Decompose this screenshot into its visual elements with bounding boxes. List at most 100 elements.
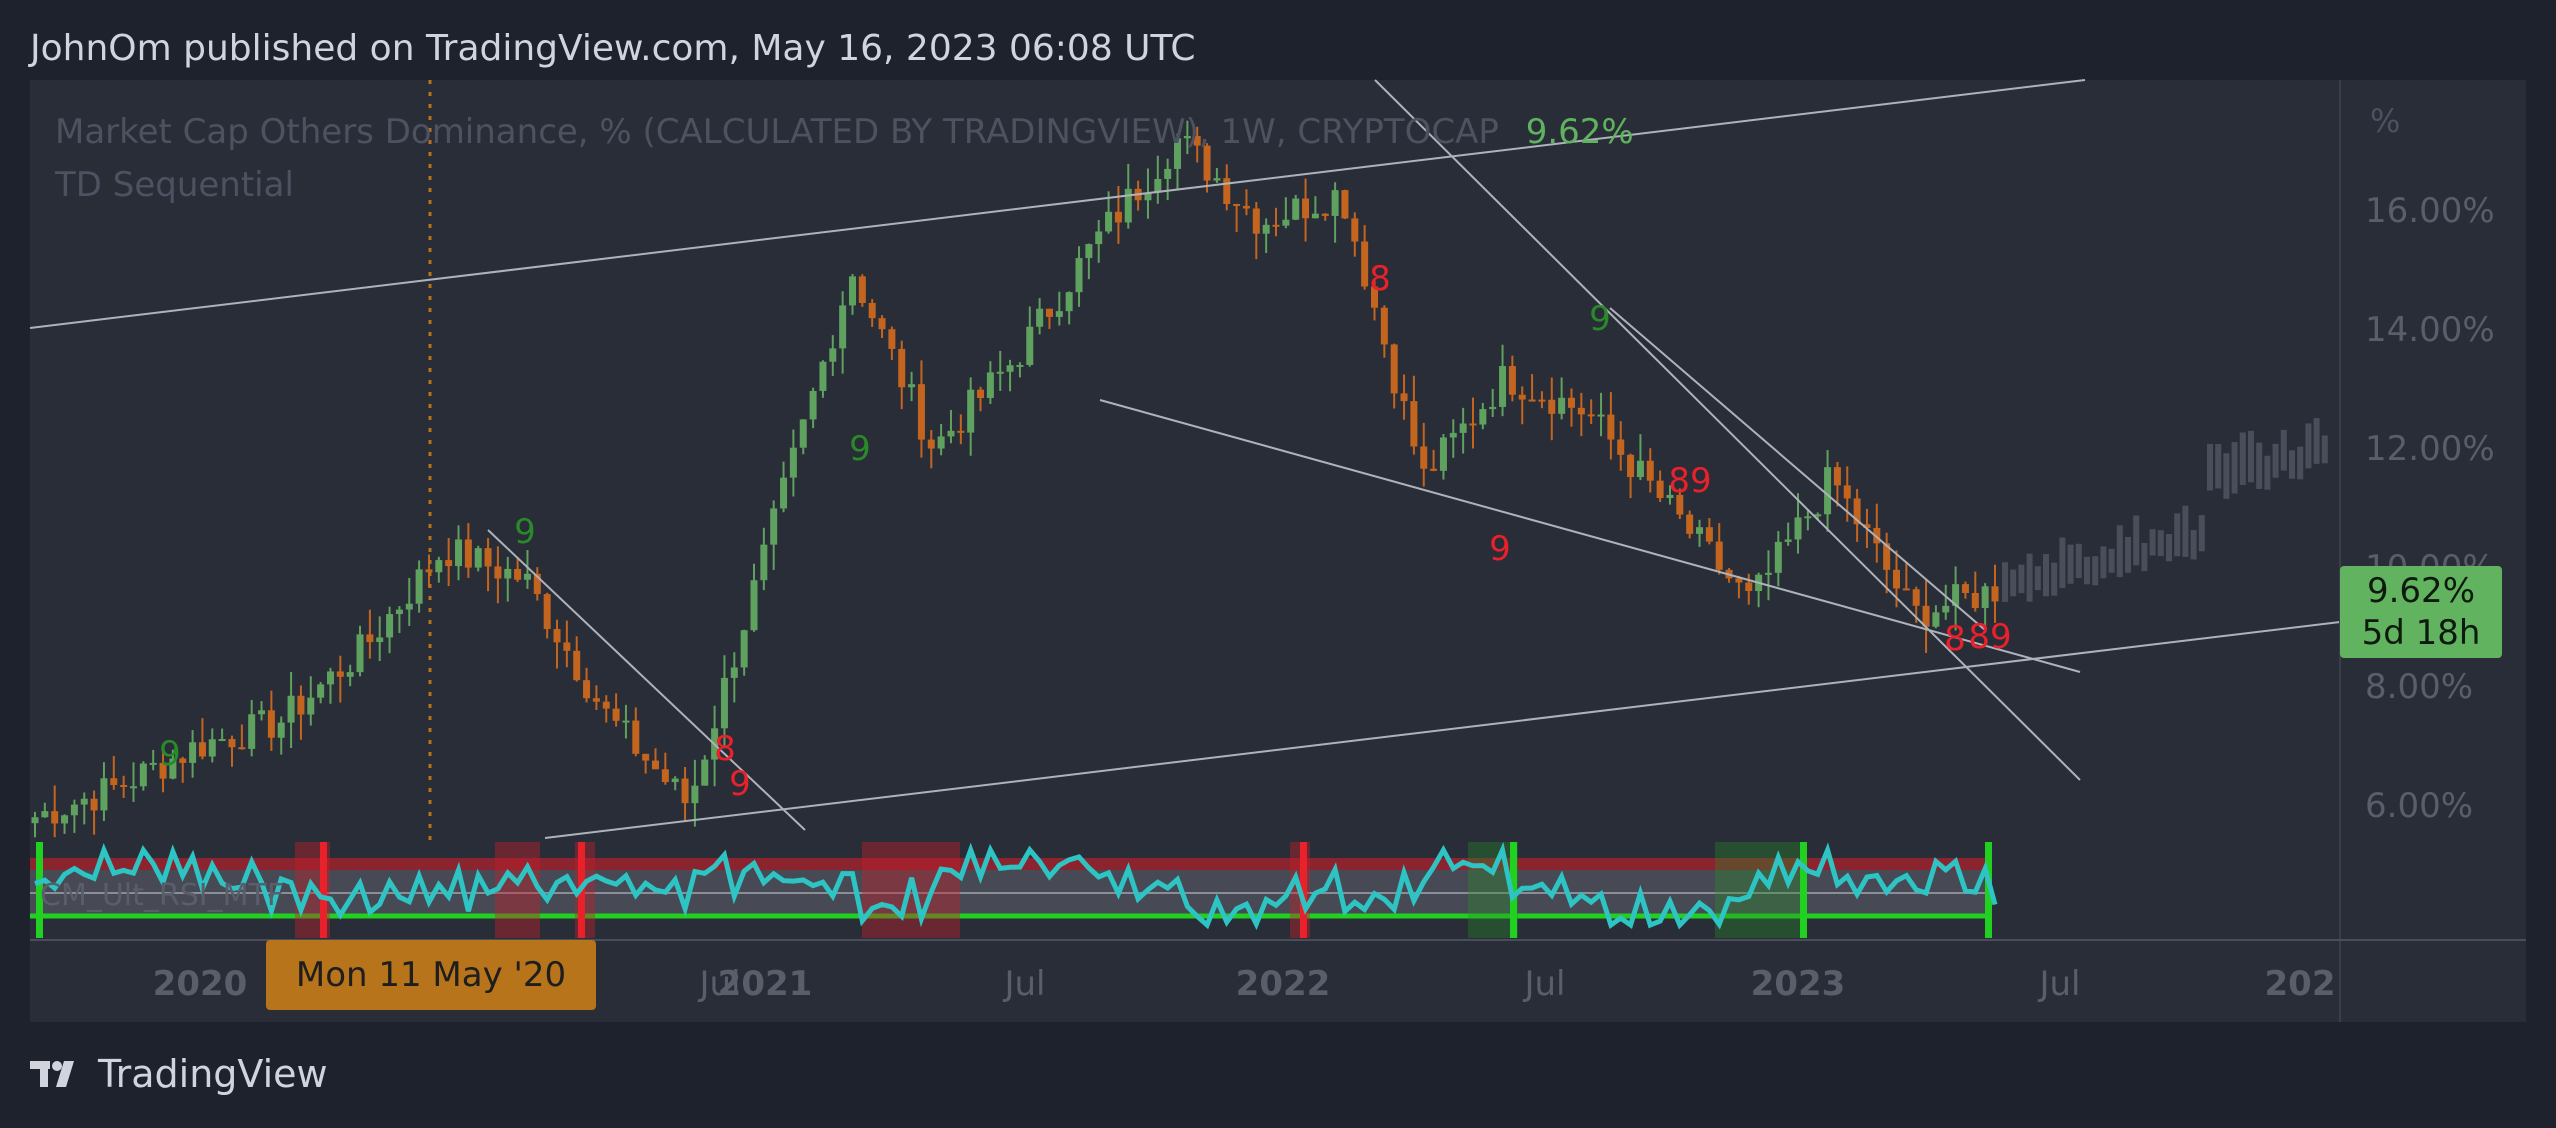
rsi-overbought-band bbox=[30, 858, 1992, 870]
candle-body bbox=[267, 710, 275, 738]
candle-body bbox=[1656, 480, 1664, 498]
candle-body bbox=[1213, 178, 1221, 181]
candle-body bbox=[1764, 572, 1772, 575]
y-tick-label: 14.00% bbox=[2365, 310, 2495, 350]
candle-body bbox=[307, 697, 315, 715]
price-tag-value: 9.62% bbox=[2366, 571, 2475, 611]
candle-body bbox=[1016, 364, 1024, 367]
candle-body bbox=[1242, 205, 1250, 209]
candle-body bbox=[149, 762, 157, 765]
candle-body bbox=[31, 817, 39, 824]
rsi-signal-bar bbox=[1300, 842, 1307, 938]
candle-body bbox=[1282, 219, 1290, 226]
candle-body bbox=[750, 580, 758, 631]
candle-body bbox=[740, 630, 748, 668]
candle-body bbox=[504, 568, 512, 579]
candle-body bbox=[1331, 190, 1339, 216]
candle-body bbox=[1114, 211, 1122, 223]
trendline bbox=[1609, 307, 1986, 631]
candle-body bbox=[366, 634, 374, 643]
projection-candle bbox=[2272, 443, 2279, 478]
candle-body bbox=[957, 430, 965, 433]
projection-candle bbox=[2297, 446, 2304, 480]
candle-body bbox=[622, 720, 630, 723]
candle-body bbox=[1893, 569, 1901, 589]
legend-title: Market Cap Others Dominance, % (CALCULAT… bbox=[55, 112, 1634, 152]
candle-body bbox=[1833, 467, 1841, 486]
rsi-oversold-zone bbox=[1715, 842, 1805, 938]
candle-body bbox=[1489, 406, 1497, 410]
candle-body bbox=[858, 276, 866, 303]
candle-body bbox=[1351, 218, 1359, 242]
candle-body bbox=[129, 786, 137, 789]
x-tick-label: 2020 bbox=[153, 964, 248, 1004]
candle-body bbox=[839, 305, 847, 349]
candle-body bbox=[1705, 527, 1713, 542]
rsi-line bbox=[34, 841, 1998, 931]
candle-body bbox=[642, 753, 650, 761]
candle-body bbox=[592, 698, 600, 702]
candle-body bbox=[80, 798, 88, 805]
candle-body bbox=[1961, 584, 1969, 593]
projection-candle bbox=[2166, 534, 2172, 562]
x-tick-label: Jul bbox=[697, 964, 740, 1004]
candle-body bbox=[612, 708, 620, 721]
rsi-label: CM_Ult_RSI_MTF bbox=[40, 878, 285, 913]
candle-body bbox=[632, 720, 640, 754]
candle-body bbox=[169, 758, 177, 779]
candle-body bbox=[691, 785, 699, 804]
projection-candle bbox=[2075, 543, 2082, 578]
candle-body bbox=[661, 769, 669, 783]
candle-body bbox=[100, 778, 108, 811]
candle-body bbox=[1824, 467, 1832, 515]
projection-candle bbox=[2264, 455, 2271, 490]
candle-body bbox=[553, 629, 561, 643]
candle-body bbox=[445, 560, 453, 567]
candle-body bbox=[1469, 423, 1477, 426]
candle-body bbox=[1863, 524, 1871, 528]
x-tick-label: 202 bbox=[2265, 964, 2336, 1004]
price-tag-countdown: 5d 18h bbox=[2361, 613, 2481, 653]
candle-body bbox=[1311, 213, 1319, 219]
candle-body bbox=[376, 637, 384, 643]
candle-body bbox=[730, 667, 738, 678]
candle-body bbox=[1587, 414, 1595, 417]
candle-body bbox=[878, 318, 886, 330]
candle-body bbox=[1105, 211, 1113, 232]
legend-title-text: Market Cap Others Dominance, % (CALCULAT… bbox=[55, 112, 1499, 152]
candle-body bbox=[248, 714, 256, 749]
candle-body bbox=[1784, 539, 1792, 542]
candle-body bbox=[1617, 439, 1625, 455]
candle-body bbox=[1804, 516, 1812, 519]
candle-body bbox=[917, 384, 925, 440]
candle-body bbox=[1341, 190, 1349, 219]
candle-body bbox=[1518, 394, 1526, 400]
candle-body bbox=[1567, 397, 1575, 408]
rsi-signal-bar bbox=[1800, 842, 1807, 938]
trendline bbox=[487, 529, 806, 831]
projection-candle bbox=[2026, 553, 2033, 602]
candle-body bbox=[228, 739, 236, 748]
candle-body bbox=[602, 701, 610, 709]
candle-body bbox=[1361, 241, 1369, 287]
candle-body bbox=[1676, 494, 1684, 515]
candle-body bbox=[1203, 145, 1211, 181]
footer-logo[interactable]: TradingView bbox=[30, 1052, 328, 1096]
candle-body bbox=[179, 758, 187, 763]
candle-body bbox=[61, 815, 69, 824]
projection-candle bbox=[2059, 537, 2066, 589]
candle-body bbox=[986, 372, 994, 398]
candle-body bbox=[1095, 231, 1103, 245]
candle-body bbox=[1302, 198, 1310, 219]
projection-candle bbox=[2239, 432, 2246, 486]
candle-body bbox=[533, 573, 541, 595]
candle-body bbox=[494, 566, 502, 579]
candle-body bbox=[1735, 578, 1743, 583]
projection-candle bbox=[2002, 562, 2008, 602]
projection-candle bbox=[2231, 442, 2238, 494]
candle-body bbox=[1479, 409, 1487, 425]
candle-body bbox=[51, 811, 59, 824]
td-marker: 89 bbox=[1668, 461, 1711, 501]
candle-body bbox=[1577, 407, 1585, 415]
